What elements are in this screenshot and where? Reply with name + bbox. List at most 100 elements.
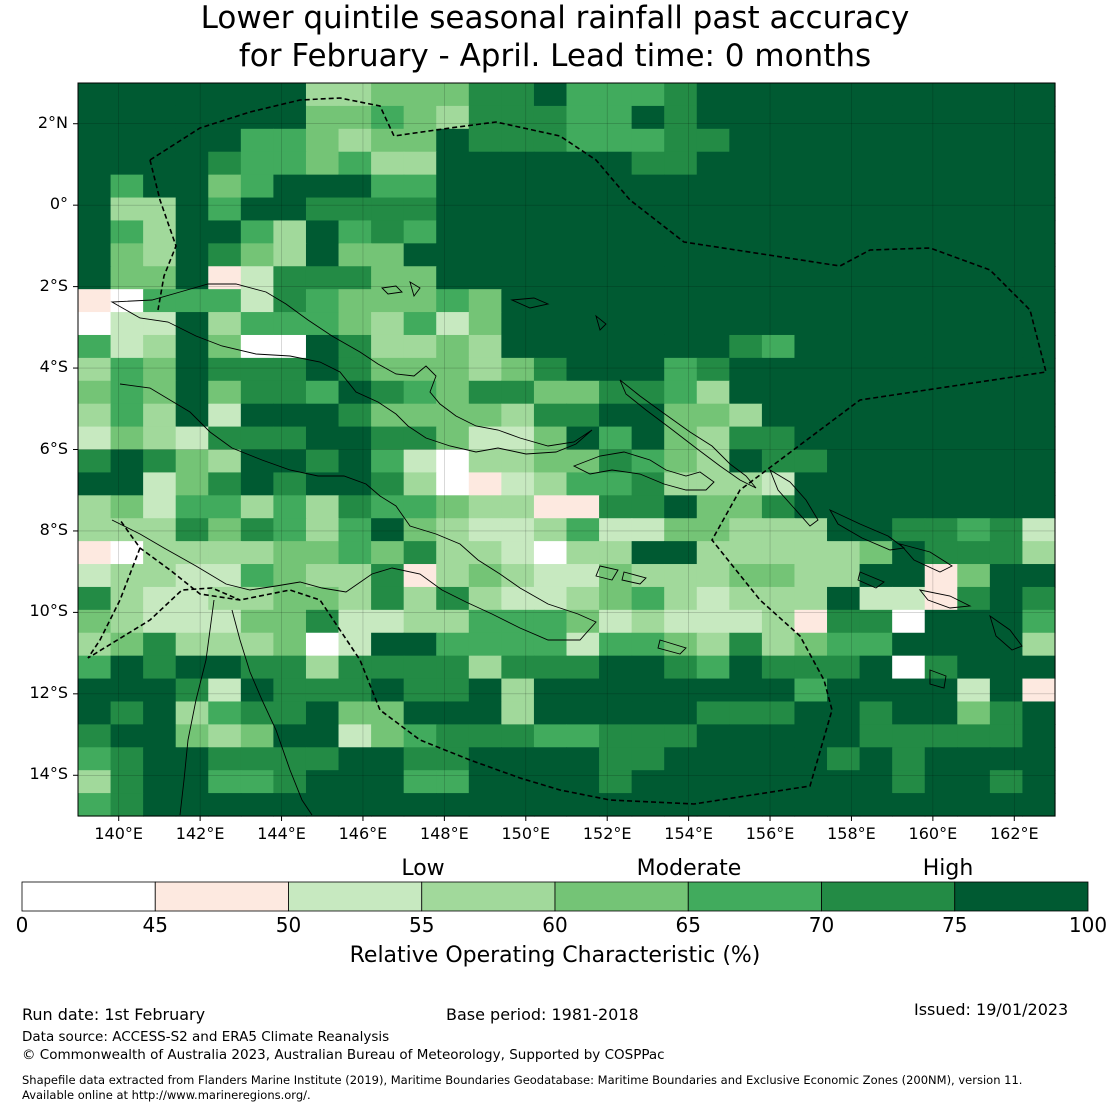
grid-cell <box>208 793 242 817</box>
grid-cell <box>566 105 600 130</box>
lat-label: 14°S <box>29 764 68 784</box>
lon-label: 160°E <box>908 824 958 843</box>
grid-cell <box>957 747 991 771</box>
grid-cell <box>1022 586 1056 611</box>
grid-cell <box>664 518 698 542</box>
grid-cell <box>631 426 665 451</box>
grid-cell <box>827 174 861 199</box>
grid-cell <box>599 334 633 359</box>
grid-cell <box>761 105 796 130</box>
grid-cell <box>175 793 209 817</box>
grid-cell <box>827 449 861 474</box>
grid-cell <box>664 449 698 474</box>
grid-cell <box>989 357 1024 382</box>
grid-cell <box>859 334 893 359</box>
grid-cell <box>599 105 633 130</box>
grid-cell <box>143 747 177 771</box>
grid-cell <box>208 472 242 496</box>
grid-cell <box>794 449 828 474</box>
grid-cell <box>859 472 893 496</box>
grid-cell <box>859 609 893 634</box>
grid-cell <box>143 564 177 588</box>
grid-cell <box>208 541 242 565</box>
grid-cell <box>696 151 730 176</box>
grid-cell <box>761 151 796 176</box>
grid-cell <box>761 518 796 542</box>
grid-cell <box>631 289 665 313</box>
grid-cell <box>599 220 633 244</box>
grid-cell <box>729 105 763 130</box>
grid-cell <box>924 83 958 107</box>
grid-cell <box>696 83 730 107</box>
grid-cell <box>827 83 861 107</box>
grid-cell <box>566 541 600 565</box>
grid-cell <box>664 151 698 176</box>
grid-cell <box>78 518 112 542</box>
grid-cell <box>175 426 209 451</box>
grid-cell <box>631 609 665 634</box>
grid-cell <box>859 83 893 107</box>
grid-cell <box>566 793 600 817</box>
grid-cell <box>468 449 502 474</box>
grid-cell <box>78 541 112 565</box>
colorbar-segment <box>554 881 689 912</box>
grid-cell <box>729 541 763 565</box>
data-source: Data source: ACCESS-S2 and ERA5 Climate … <box>22 1029 390 1045</box>
grid-cell <box>273 724 307 748</box>
grid-cell <box>468 747 502 771</box>
grid-cell <box>143 770 177 794</box>
grid-cell <box>957 426 991 451</box>
roc-grid-cells <box>78 83 1056 817</box>
grid-cell <box>1022 564 1056 588</box>
grid-cell <box>664 678 698 703</box>
grid-cell <box>631 266 665 290</box>
grid-cell <box>599 243 633 267</box>
grid-cell <box>924 541 958 565</box>
grid-cell <box>143 83 177 107</box>
grid-cell <box>989 334 1024 359</box>
grid-cell <box>143 174 177 199</box>
grid-cell <box>696 518 730 542</box>
grid-cell <box>599 83 633 107</box>
grid-cell <box>273 334 307 359</box>
colorbar-tick: 45 <box>142 913 168 937</box>
grid-cell <box>957 83 991 107</box>
grid-cell <box>957 357 991 382</box>
grid-cell <box>338 564 372 588</box>
grid-cell <box>78 289 112 313</box>
grid-cell <box>729 403 763 428</box>
grid-cell <box>501 128 535 153</box>
grid-cell <box>305 174 340 199</box>
grid-cell <box>664 564 698 588</box>
grid-cell <box>989 609 1024 634</box>
grid-cell <box>338 724 372 748</box>
grid-cell <box>989 220 1024 244</box>
colorbar-tick: 70 <box>808 913 835 937</box>
lat-label: 8°S <box>39 519 68 539</box>
grid-cell <box>599 655 633 680</box>
grid-cell <box>957 609 991 634</box>
grid-cell <box>110 105 144 130</box>
grid-cell <box>729 655 763 680</box>
grid-cell <box>957 678 991 703</box>
grid-cell <box>989 380 1024 405</box>
grid-cell <box>924 724 958 748</box>
grid-cell <box>110 678 144 703</box>
grid-cell <box>436 197 470 222</box>
grid-cell <box>566 289 600 313</box>
grid-cell <box>240 541 274 565</box>
grid-cell <box>533 541 568 565</box>
grid-cell <box>78 678 112 703</box>
grid-cell <box>696 609 730 634</box>
grid-cell <box>892 426 926 451</box>
grid-cell <box>175 586 209 611</box>
grid-cell <box>566 128 600 153</box>
grid-cell <box>208 197 242 222</box>
grid-cell <box>599 403 633 428</box>
grid-cell <box>240 266 274 290</box>
grid-cell <box>305 266 340 290</box>
grid-cell <box>794 609 828 634</box>
grid-cell <box>403 334 437 359</box>
grid-cell <box>468 151 502 176</box>
grid-cell <box>859 151 893 176</box>
